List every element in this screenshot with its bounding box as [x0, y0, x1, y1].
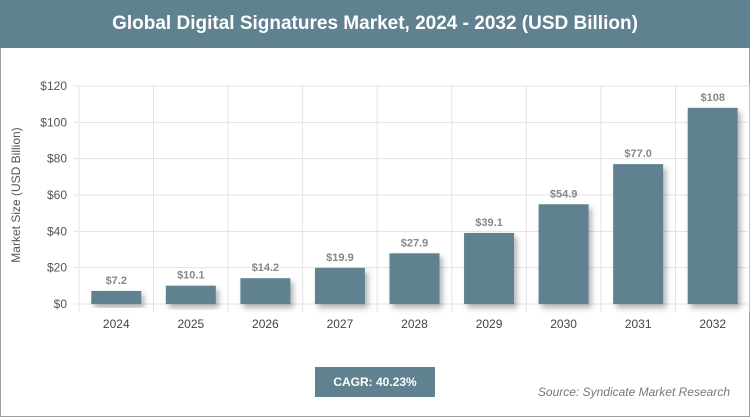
data-label: $39.1	[475, 217, 503, 229]
y-tick-label: $0	[54, 297, 68, 311]
x-tick-label: 2027	[327, 317, 354, 331]
x-tick-label: 2032	[699, 317, 726, 331]
bar-2026	[240, 278, 291, 304]
chart-title: Global Digital Signatures Market, 2024 -…	[0, 0, 750, 48]
bar-2031	[613, 164, 664, 304]
data-label: $19.9	[326, 252, 354, 264]
y-tick-label: $100	[40, 115, 67, 129]
data-label: $14.2	[252, 262, 280, 274]
y-tick-label: $40	[47, 224, 67, 238]
y-axis-label: Market Size (USD Billion)	[9, 127, 23, 262]
x-tick-label: 2026	[252, 317, 279, 331]
y-tick-label: $60	[47, 188, 67, 202]
x-tick-label: 2030	[550, 317, 577, 331]
bar-2032	[687, 107, 738, 304]
data-label: $10.1	[177, 270, 205, 282]
cagr-badge: CAGR: 40.23%	[315, 367, 435, 397]
data-label: $54.9	[550, 188, 578, 200]
bar-2028	[389, 253, 440, 304]
y-tick-label: $20	[47, 261, 67, 275]
data-label: $27.9	[401, 237, 429, 249]
x-tick-label: 2024	[103, 317, 130, 331]
bar-2029	[464, 232, 515, 304]
x-tick-label: 2025	[177, 317, 204, 331]
bar-2025	[165, 285, 216, 304]
source-note: Source: Syndicate Market Research	[537, 385, 730, 399]
bar-2027	[314, 267, 365, 304]
y-tick-label: $80	[47, 152, 67, 166]
x-tick-label: 2028	[401, 317, 428, 331]
bar-chart: $0 $20 $40 $60 $80 $100 $120 Market Size (USD B…	[9, 79, 750, 331]
bar-2024	[91, 290, 142, 304]
x-tick-label: 2031	[625, 317, 652, 331]
y-tick-label: $120	[40, 79, 67, 93]
bar-2030	[538, 204, 589, 304]
data-label: $77.0	[624, 148, 652, 160]
data-label: $7.2	[106, 275, 127, 287]
data-label: $108	[700, 92, 724, 104]
x-tick-label: 2029	[476, 317, 503, 331]
